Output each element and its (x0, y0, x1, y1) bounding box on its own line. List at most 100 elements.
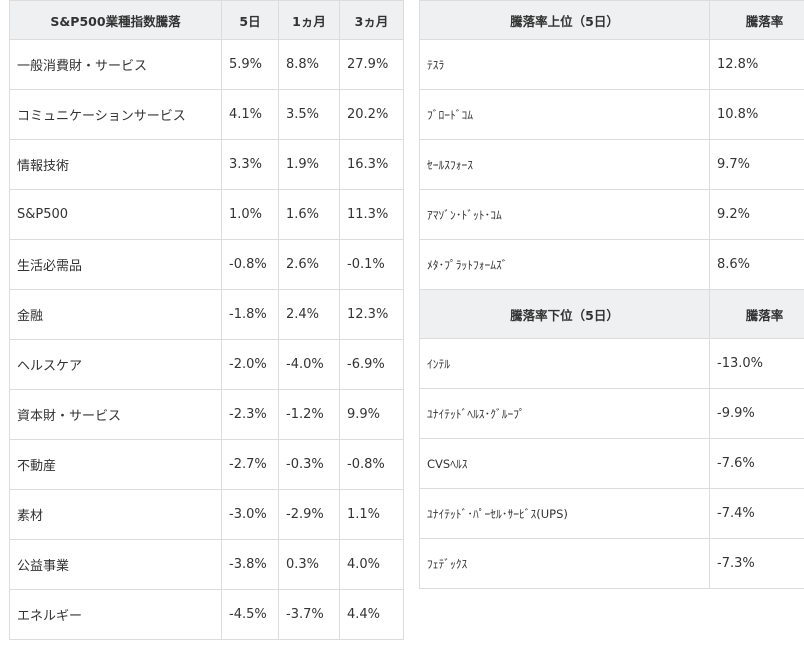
sector-name-cell: 公益事業 (9, 539, 222, 590)
stock-name-cell: ﾕﾅｲﾃｯﾄﾞ･ﾊﾟｰｾﾙ･ｻｰﾋﾞｽ(UPS) (419, 488, 710, 539)
stock-name-cell: ｾｰﾙｽﾌｫｰｽ (419, 139, 710, 190)
sector-name-cell: エネルギー (9, 589, 222, 640)
sector-name-cell: 生活必需品 (9, 239, 222, 290)
change-rate-cell: -13.0% (709, 338, 804, 389)
change-rate-cell: 12.8% (709, 39, 804, 90)
change-rate-cell: -9.9% (709, 388, 804, 439)
five-day-cell: -4.5% (221, 589, 279, 640)
table-row: 公益事業 -3.8% 0.3% 4.0% (9, 539, 404, 590)
stock-name-cell: ﾒﾀ･ﾌﾟﾗｯﾄﾌｫｰﾑｽﾞ (419, 239, 710, 290)
one-month-cell: 8.8% (278, 39, 340, 90)
five-day-column-header: 5日 (221, 0, 279, 40)
sector-table-header-row: S&P500業種指数騰落 5日 1ヵ月 3ヵ月 (9, 0, 404, 40)
stock-name-cell: ｲﾝﾃﾙ (419, 338, 710, 389)
one-month-cell: 3.5% (278, 89, 340, 140)
table-row: ﾕﾅｲﾃｯﾄﾞﾍﾙｽ･ｸﾞﾙｰﾌﾟ -9.9% (419, 388, 804, 439)
table-row: 資本財・サービス -2.3% -1.2% 9.9% (9, 389, 404, 440)
sector-name-cell: 情報技術 (9, 139, 222, 190)
sector-name-cell: S&P500 (9, 189, 222, 240)
five-day-cell: -1.8% (221, 289, 279, 340)
three-month-cell: 20.2% (339, 89, 404, 140)
table-row: 情報技術 3.3% 1.9% 16.3% (9, 139, 404, 190)
sector-performance-table: S&P500業種指数騰落 5日 1ヵ月 3ヵ月 一般消費財・サービス 5.9% 8.… (9, 0, 404, 640)
one-month-cell: 1.9% (278, 139, 340, 190)
five-day-cell: -2.0% (221, 339, 279, 390)
stock-name-cell: ｱﾏｿﾞﾝ･ﾄﾞｯﾄ･ｺﾑ (419, 189, 710, 240)
one-month-cell: -4.0% (278, 339, 340, 390)
stock-ranking-table: 騰落率上位（5日） 騰落率 ﾃｽﾗ 12.8% ﾌﾞﾛｰﾄﾞｺﾑ 10.8% ｾｰﾙｽﾌ… (419, 0, 804, 589)
change-rate-cell: 9.7% (709, 139, 804, 190)
stock-name-cell: CVSﾍﾙｽ (419, 438, 710, 489)
change-rate-cell: -7.4% (709, 488, 804, 539)
sector-column-header: S&P500業種指数騰落 (9, 0, 222, 40)
table-row: ﾌｪﾃﾞｯｸｽ -7.3% (419, 538, 804, 589)
table-row: 素材 -3.0% -2.9% 1.1% (9, 489, 404, 540)
five-day-cell: -3.8% (221, 539, 279, 590)
change-rate-cell: -7.3% (709, 538, 804, 589)
stock-name-cell: ﾌﾞﾛｰﾄﾞｺﾑ (419, 89, 710, 140)
bottom-table-header-row: 騰落率下位（5日） 騰落率 (419, 289, 804, 339)
five-day-cell: -3.0% (221, 489, 279, 540)
stock-name-cell: ﾌｪﾃﾞｯｸｽ (419, 538, 710, 589)
sector-name-cell: 不動産 (9, 439, 222, 490)
three-month-cell: -6.9% (339, 339, 404, 390)
five-day-cell: 1.0% (221, 189, 279, 240)
table-row: ｾｰﾙｽﾌｫｰｽ 9.7% (419, 139, 804, 190)
stock-name-cell: ﾃｽﾗ (419, 39, 710, 90)
five-day-cell: 5.9% (221, 39, 279, 90)
three-month-cell: 11.3% (339, 189, 404, 240)
sector-name-cell: 一般消費財・サービス (9, 39, 222, 90)
sector-name-cell: ヘルスケア (9, 339, 222, 390)
one-month-cell: 0.3% (278, 539, 340, 590)
bottom-change-header: 騰落率 (709, 289, 804, 339)
five-day-cell: 4.1% (221, 89, 279, 140)
change-rate-cell: 9.2% (709, 189, 804, 240)
one-month-cell: 2.6% (278, 239, 340, 290)
stock-name-cell: ﾕﾅｲﾃｯﾄﾞﾍﾙｽ･ｸﾞﾙｰﾌﾟ (419, 388, 710, 439)
table-row: ﾃｽﾗ 12.8% (419, 39, 804, 90)
three-month-cell: 4.0% (339, 539, 404, 590)
table-row: 不動産 -2.7% -0.3% -0.8% (9, 439, 404, 490)
five-day-cell: -0.8% (221, 239, 279, 290)
three-month-cell: 12.3% (339, 289, 404, 340)
one-month-cell: -1.2% (278, 389, 340, 440)
table-row: ｱﾏｿﾞﾝ･ﾄﾞｯﾄ･ｺﾑ 9.2% (419, 189, 804, 240)
top-losers-header: 騰落率下位（5日） (419, 289, 710, 339)
change-rate-cell: 8.6% (709, 239, 804, 290)
top-table-header-row: 騰落率上位（5日） 騰落率 (419, 0, 804, 40)
table-row: ﾕﾅｲﾃｯﾄﾞ･ﾊﾟｰｾﾙ･ｻｰﾋﾞｽ(UPS) -7.4% (419, 488, 804, 539)
table-row: 金融 -1.8% 2.4% 12.3% (9, 289, 404, 340)
one-month-cell: 2.4% (278, 289, 340, 340)
table-row: ﾒﾀ･ﾌﾟﾗｯﾄﾌｫｰﾑｽﾞ 8.6% (419, 239, 804, 290)
table-row: コミュニケーションサービス 4.1% 3.5% 20.2% (9, 89, 404, 140)
three-month-cell: 9.9% (339, 389, 404, 440)
one-month-cell: -0.3% (278, 439, 340, 490)
sector-name-cell: コミュニケーションサービス (9, 89, 222, 140)
one-month-cell: -2.9% (278, 489, 340, 540)
change-rate-cell: -7.6% (709, 438, 804, 489)
three-month-cell: -0.1% (339, 239, 404, 290)
three-month-column-header: 3ヵ月 (339, 0, 404, 40)
five-day-cell: -2.7% (221, 439, 279, 490)
three-month-cell: 4.4% (339, 589, 404, 640)
table-row: ｲﾝﾃﾙ -13.0% (419, 338, 804, 389)
change-rate-cell: 10.8% (709, 89, 804, 140)
top-change-header: 騰落率 (709, 0, 804, 40)
one-month-column-header: 1ヵ月 (278, 0, 340, 40)
five-day-cell: 3.3% (221, 139, 279, 190)
table-row: ヘルスケア -2.0% -4.0% -6.9% (9, 339, 404, 390)
table-row: ﾌﾞﾛｰﾄﾞｺﾑ 10.8% (419, 89, 804, 140)
sector-name-cell: 素材 (9, 489, 222, 540)
one-month-cell: -3.7% (278, 589, 340, 640)
table-row: 一般消費財・サービス 5.9% 8.8% 27.9% (9, 39, 404, 90)
three-month-cell: -0.8% (339, 439, 404, 490)
three-month-cell: 27.9% (339, 39, 404, 90)
three-month-cell: 1.1% (339, 489, 404, 540)
five-day-cell: -2.3% (221, 389, 279, 440)
sector-name-cell: 資本財・サービス (9, 389, 222, 440)
top-gainers-header: 騰落率上位（5日） (419, 0, 710, 40)
three-month-cell: 16.3% (339, 139, 404, 190)
table-row: エネルギー -4.5% -3.7% 4.4% (9, 589, 404, 640)
one-month-cell: 1.6% (278, 189, 340, 240)
table-row: 生活必需品 -0.8% 2.6% -0.1% (9, 239, 404, 290)
